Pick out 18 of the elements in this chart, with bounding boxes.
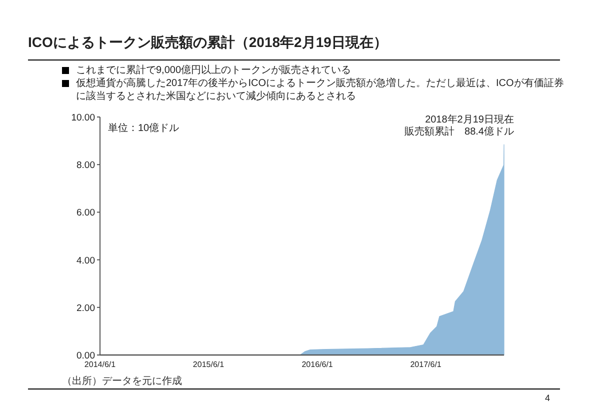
x-tick-label: 2015/6/1	[192, 360, 225, 369]
annotation: 販売額累計 88.4億ドル	[404, 126, 514, 138]
y-tick-label: 6.00	[76, 208, 95, 219]
y-tick-label: 8.00	[76, 160, 95, 172]
x-tick-label: 2017/6/1	[410, 360, 442, 369]
y-tick-label: 4.00	[76, 255, 95, 266]
annotation: 2018年2月19日現在	[425, 114, 514, 126]
annotation: 単位：10億ドル	[108, 122, 180, 135]
y-tick-label: 10.00	[71, 112, 95, 124]
y-tick-label: 2.00	[76, 302, 95, 314]
x-tick-label: 2016/6/1	[302, 360, 334, 369]
chart-title: ICOによるトークン販売額の累計（2018年2月19日現在）	[28, 34, 388, 52]
text: 仮想通貨が高騰した2017年の後半からICOによるトークン販売額が急増した。ただし最近は、ICOが有価証券に該当するとされた米国などにおいて減少傾向にあるとされる	[75, 77, 565, 103]
x-tick-label: 2014/6/1	[84, 360, 116, 369]
text: 4	[545, 393, 550, 403]
text: （出所）データを元に作成	[62, 374, 182, 388]
y-tick-label: 0.00	[76, 350, 95, 362]
text: これまでに累計で9,000億円以上のトークンが販売されている	[75, 64, 352, 77]
